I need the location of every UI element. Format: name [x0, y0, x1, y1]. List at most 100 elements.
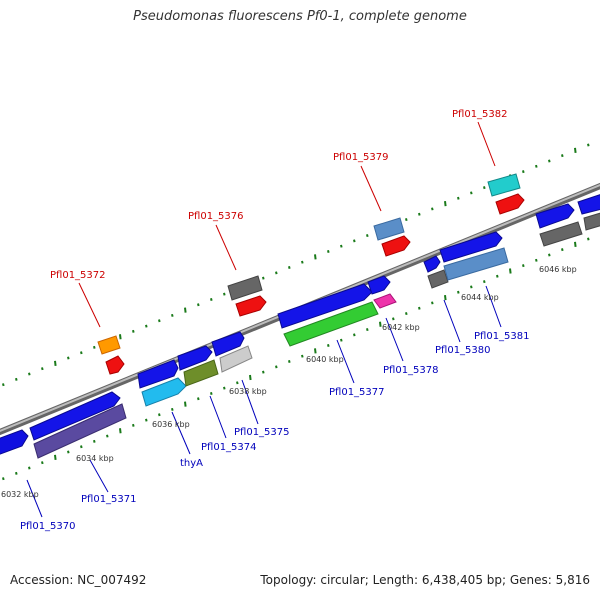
- gene-5382-cyan[interactable]: [487, 173, 521, 197]
- scale-tick: [522, 170, 525, 174]
- label-connectors: [26, 121, 502, 518]
- scale-tick: [561, 248, 564, 252]
- gene-5379[interactable]: [381, 235, 411, 257]
- gene-features: [0, 173, 600, 459]
- scale-tick: [587, 143, 590, 147]
- gene-label[interactable]: Pfl01_5371: [81, 494, 137, 505]
- scale-tick: [145, 324, 148, 328]
- scale-tick: [314, 254, 317, 260]
- scale-tick: [353, 333, 356, 337]
- gene-5373-upper[interactable]: [137, 359, 179, 389]
- scale-label: 6032 kbp: [1, 490, 39, 499]
- scale-tick: [431, 301, 434, 305]
- gene-5377[interactable]: [283, 301, 379, 347]
- scale-tick: [171, 407, 174, 411]
- gene-5377-upper[interactable]: [277, 283, 373, 329]
- scale-tick: [366, 328, 369, 332]
- gene-label[interactable]: Pfl01_5375: [234, 427, 290, 438]
- scale-tick: [171, 313, 174, 317]
- gene-5384[interactable]: [577, 194, 600, 215]
- scale-tick: [262, 276, 265, 280]
- scale-tick: [132, 423, 135, 427]
- gene-label[interactable]: Pfl01_5382: [452, 109, 508, 120]
- gene-5384-gray[interactable]: [583, 212, 600, 231]
- gene-labels-top: Pfl01_5372 Pfl01_5376 Pfl01_5379 Pfl01_5…: [50, 109, 508, 281]
- gene-label[interactable]: Pfl01_5374: [201, 442, 257, 453]
- scale-tick: [15, 377, 18, 381]
- gene-5376[interactable]: [235, 295, 267, 317]
- scale-tick: [548, 253, 551, 257]
- scale-tick: [119, 334, 122, 340]
- scale-tick: [327, 344, 330, 348]
- gene-5379-steel[interactable]: [373, 217, 405, 241]
- scale-tick: [210, 391, 213, 395]
- gene-label[interactable]: Pfl01_5379: [333, 152, 389, 163]
- gene-5371-upper[interactable]: [29, 391, 121, 441]
- gene-label[interactable]: Pfl01_5370: [20, 521, 76, 532]
- scale-tick: [93, 439, 96, 443]
- scale-tick: [314, 348, 317, 354]
- gene-label[interactable]: Pfl01_5376: [188, 211, 244, 222]
- scale-tick: [522, 264, 525, 268]
- scale-tick: [28, 466, 31, 470]
- scale-tick: [158, 413, 161, 417]
- scale-tick: [379, 321, 382, 327]
- scale-tick: [93, 345, 96, 349]
- gene-5374[interactable]: [183, 359, 219, 387]
- scale-tick: [197, 303, 200, 307]
- scale-tick: [132, 329, 135, 333]
- gene-5381-upper[interactable]: [439, 231, 503, 263]
- gene-label[interactable]: Pfl01_5377: [329, 387, 385, 398]
- scale-tick: [327, 250, 330, 254]
- scale-tick: [301, 354, 304, 358]
- scale-tick: [145, 418, 148, 422]
- scale-tick: [483, 186, 486, 190]
- scale-tick: [457, 196, 460, 200]
- scale-tick: [288, 360, 291, 363]
- gene-5372-orange[interactable]: [97, 335, 121, 355]
- scale-tick: [80, 351, 83, 355]
- scale-tick: [249, 374, 252, 381]
- gene-5375[interactable]: [219, 345, 253, 373]
- gene-5378-upper[interactable]: [367, 275, 391, 295]
- gene-label[interactable]: Pfl01_5378: [383, 365, 439, 376]
- scale-tick: [275, 365, 278, 369]
- scale-tick: [54, 454, 57, 460]
- scale-tick: [574, 147, 577, 153]
- gene-5372[interactable]: [105, 355, 125, 375]
- gene-label[interactable]: Pfl01_5381: [474, 331, 530, 342]
- gene-5371[interactable]: [33, 403, 127, 459]
- scale-tick: [444, 200, 447, 207]
- gene-5378[interactable]: [373, 293, 397, 309]
- gene-label[interactable]: thyA: [180, 458, 203, 469]
- scale-tick: [431, 207, 434, 211]
- gene-label[interactable]: Pfl01_5380: [435, 345, 491, 356]
- gene-label[interactable]: Pfl01_5372: [50, 270, 106, 281]
- gene-5370[interactable]: [0, 429, 29, 456]
- scale-tick: [197, 397, 200, 401]
- gene-thyA[interactable]: [141, 377, 187, 407]
- scale-tick: [28, 372, 31, 376]
- scale-tick: [184, 307, 187, 313]
- gene-5382[interactable]: [495, 193, 525, 215]
- gene-5383[interactable]: [535, 203, 575, 229]
- gene-5380-gray[interactable]: [427, 269, 449, 289]
- gene-5381[interactable]: [443, 247, 509, 281]
- scale-tick: [2, 477, 5, 481]
- scale-label: 6046 kbp: [539, 265, 577, 274]
- scale-tick: [210, 297, 213, 301]
- scale-tick: [67, 356, 70, 360]
- gene-5380[interactable]: [423, 255, 441, 273]
- scale-tick: [535, 258, 538, 262]
- accession-text: Accession: NC_007492: [10, 573, 147, 587]
- gene-5383-gray[interactable]: [539, 221, 583, 247]
- scale-tick: [561, 154, 564, 158]
- scale-tick: [340, 244, 343, 248]
- scale-tick: [587, 237, 590, 241]
- genome-summary-text: Topology: circular; Length: 6,438,405 bp…: [260, 573, 590, 587]
- gene-5374-upper[interactable]: [177, 345, 213, 371]
- gene-5375-upper[interactable]: [211, 331, 245, 357]
- scale-tick: [80, 445, 83, 449]
- scale-tick: [496, 274, 499, 278]
- gene-5376-gray[interactable]: [227, 275, 263, 301]
